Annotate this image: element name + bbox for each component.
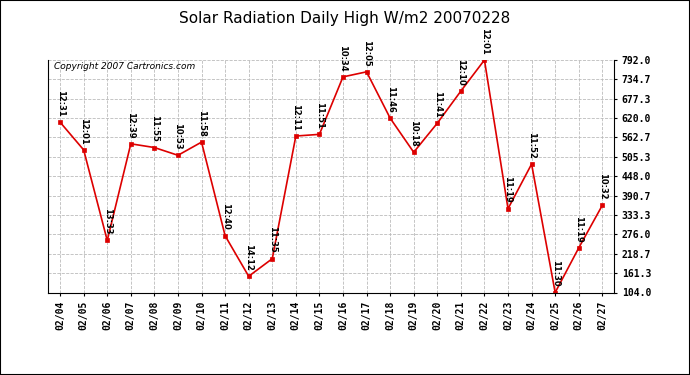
Text: 12:40: 12:40 [221,203,230,230]
Text: 11:55: 11:55 [150,115,159,142]
Text: Solar Radiation Daily High W/m2 20070228: Solar Radiation Daily High W/m2 20070228 [179,11,511,26]
Text: 10:32: 10:32 [598,173,607,200]
Text: 11:58: 11:58 [197,110,206,136]
Text: 10:53: 10:53 [173,123,182,150]
Text: 11:35: 11:35 [268,226,277,253]
Text: Copyright 2007 Cartronics.com: Copyright 2007 Cartronics.com [54,62,195,71]
Text: 11:19: 11:19 [504,176,513,203]
Text: 11:41: 11:41 [433,91,442,118]
Text: 11:19: 11:19 [574,216,583,242]
Text: 12:39: 12:39 [126,112,135,138]
Text: 11:52: 11:52 [527,132,536,159]
Text: 11:46: 11:46 [386,86,395,112]
Text: 14:12: 14:12 [244,244,253,271]
Text: 10:34: 10:34 [339,45,348,71]
Text: 12:10: 12:10 [456,59,465,86]
Text: 12:01: 12:01 [480,28,489,54]
Text: 11:51: 11:51 [315,102,324,129]
Text: 12:01: 12:01 [79,118,88,144]
Text: 11:30: 11:30 [551,260,560,287]
Text: 10:18: 10:18 [409,120,418,147]
Text: 12:11: 12:11 [291,104,300,130]
Text: 12:31: 12:31 [56,90,65,117]
Text: 13:33: 13:33 [103,209,112,235]
Text: 12:05: 12:05 [362,39,371,66]
